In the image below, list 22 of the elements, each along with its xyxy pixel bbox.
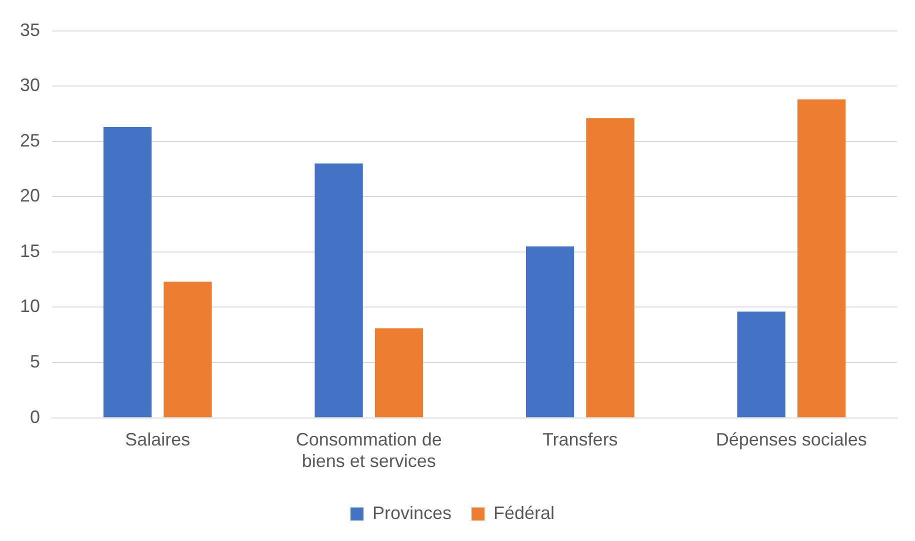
y-tick-label: 15 (20, 240, 40, 261)
bar (526, 246, 574, 418)
bar (164, 282, 212, 418)
legend-label: Fédéral (494, 502, 555, 523)
bar (374, 328, 424, 418)
y-tick-label: 35 (20, 20, 40, 40)
x-tick-label: Salaires (125, 430, 190, 450)
bar (314, 163, 363, 418)
y-tick-label: 20 (20, 186, 40, 206)
y-tick-label: 5 (30, 351, 40, 372)
x-tick-label: Consommation de biens et services (296, 430, 442, 472)
bar (103, 126, 152, 418)
y-tick-label: 0 (30, 406, 40, 427)
y-tick-label: 10 (20, 296, 40, 316)
bar (737, 312, 786, 418)
bar (586, 118, 634, 418)
x-tick-label: Dépenses sociales (716, 430, 867, 450)
legend-label: Provinces (372, 502, 452, 523)
y-tick-label: 25 (20, 130, 40, 150)
x-tick-label: Transfers (542, 430, 618, 450)
bar (797, 99, 846, 418)
y-tick-label: 30 (20, 75, 40, 96)
